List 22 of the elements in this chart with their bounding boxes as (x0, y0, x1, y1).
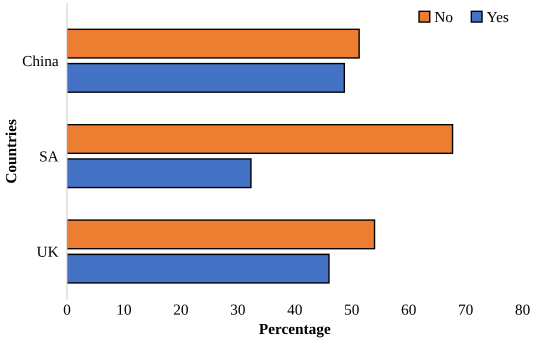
x-tick-label: 40 (287, 304, 302, 315)
x-axis-title: Percentage (259, 324, 330, 338)
bar (67, 124, 454, 154)
bar (67, 28, 360, 59)
x-tick-label: 10 (118, 304, 132, 315)
x-tick-label: 50 (345, 304, 359, 315)
x-tick-label: 80 (516, 304, 530, 315)
legend-label: No (434, 12, 452, 22)
x-tick-label: 20 (174, 304, 188, 315)
bar (67, 219, 376, 250)
bar (67, 158, 252, 188)
x-tick-label: 60 (402, 304, 416, 315)
x-tick-label: 70 (459, 304, 473, 315)
y-tick-label: UK (36, 246, 59, 257)
y-tick-label: SA (40, 151, 59, 162)
bar (67, 62, 346, 93)
y-tick-label: China (22, 55, 58, 66)
x-tick-label: 30 (230, 304, 245, 315)
legend-label: Yes (486, 12, 508, 22)
bar (67, 254, 330, 284)
y-axis-title: Countries (6, 119, 16, 183)
x-tick-label: 0 (64, 304, 70, 315)
